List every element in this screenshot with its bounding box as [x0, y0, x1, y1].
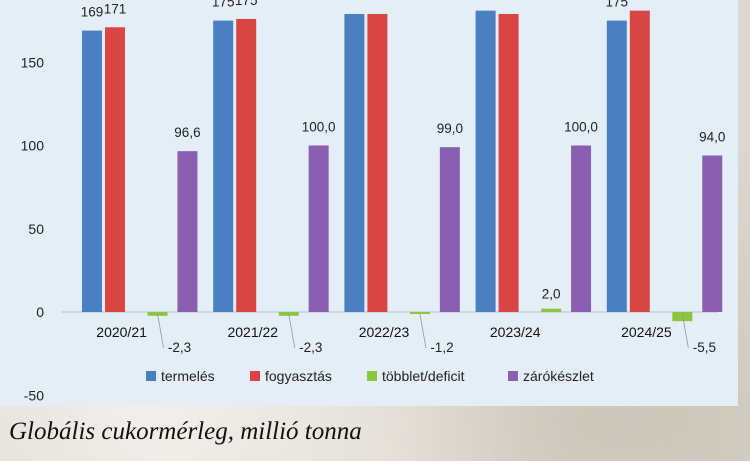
bar-termeles — [213, 20, 234, 312]
bar-tobblet — [409, 312, 430, 314]
y-tick-label: 100 — [21, 138, 45, 154]
legend-label-zarokeszlet: zárókészlet — [523, 368, 594, 384]
data-label: 171 — [104, 1, 127, 16]
bar-termeles — [475, 10, 496, 312]
y-tick-label: 0 — [36, 304, 44, 320]
data-label: 175 — [212, 0, 235, 10]
data-label: 175 — [235, 0, 258, 8]
leader-line — [157, 313, 164, 349]
data-label: 94,0 — [699, 129, 725, 144]
legend-swatch-zarokeszlet — [508, 371, 518, 381]
bar-termeles — [82, 30, 102, 313]
category-label: 2024/25 — [621, 324, 672, 340]
y-tick-label: 150 — [21, 54, 45, 70]
bar-tobblet — [672, 312, 693, 322]
legend-label-tobblet: többlet/deficit — [382, 368, 465, 384]
category-label: 2022/23 — [359, 324, 410, 340]
bar-tobblet — [147, 312, 168, 316]
bar-fogyasztas — [629, 10, 650, 312]
legend-label-termeles: termelés — [161, 368, 215, 384]
chart-caption: Globális cukormérleg, millió tonna — [9, 418, 362, 445]
legend-swatch-fogyasztas — [250, 371, 260, 381]
leader-line — [681, 313, 689, 349]
chart-panel: -50 0 50 100 150 169 171 -2,3 96,6 2020/21 175 175-… — [0, 0, 738, 406]
leader-line — [288, 313, 296, 349]
category-label: 2020/21 — [96, 324, 147, 340]
bar-zarokeszlet — [702, 155, 723, 312]
data-label: -2,3 — [168, 340, 191, 355]
bar-fogyasztas — [105, 27, 125, 312]
bar-zarokeszlet — [177, 151, 198, 312]
legend-swatch-tobblet — [367, 371, 377, 381]
bar-zarokeszlet — [439, 147, 460, 312]
category-label: 2021/22 — [227, 324, 278, 340]
data-label: 169 — [81, 5, 104, 20]
data-label: 100,0 — [564, 120, 598, 135]
bar-termeles — [344, 13, 365, 313]
data-label: 2,0 — [542, 287, 561, 302]
data-label: 99,0 — [437, 121, 463, 136]
legend-label-fogyasztas: fogyasztás — [265, 368, 332, 384]
bar-fogyasztas — [498, 13, 519, 313]
data-label: 96,6 — [174, 125, 200, 140]
bar-tobblet — [278, 312, 299, 316]
bar-fogyasztas — [367, 13, 388, 313]
data-label: 175 — [606, 0, 629, 10]
data-label: -5,5 — [693, 340, 716, 355]
data-label: -1,2 — [430, 340, 453, 355]
leader-line — [419, 313, 427, 349]
bar-fogyasztas — [236, 18, 257, 313]
legend-swatch-termeles — [146, 371, 156, 381]
bar-zarokeszlet — [571, 145, 592, 312]
data-label: 100,0 — [302, 120, 336, 135]
category-label: 2023/24 — [490, 324, 541, 340]
data-label: -2,3 — [299, 340, 322, 355]
bar-zarokeszlet — [308, 145, 329, 312]
y-tick-label: -50 — [24, 387, 44, 403]
y-tick-label: 50 — [28, 221, 44, 237]
bar-termeles — [606, 20, 627, 312]
bar-tobblet — [541, 308, 562, 312]
